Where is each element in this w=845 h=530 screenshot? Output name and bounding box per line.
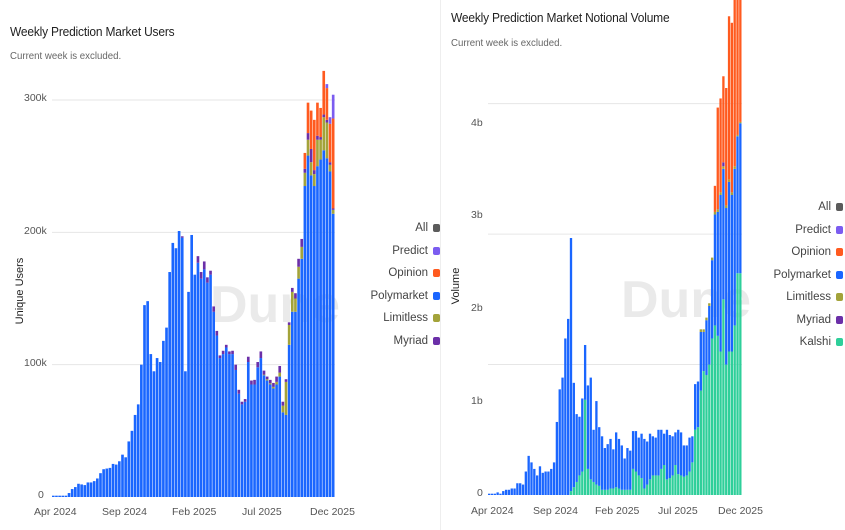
y-tick: 300k (24, 92, 47, 104)
legend-item-myriad[interactable]: Myriad (350, 330, 440, 353)
y-tick: 3b (471, 209, 483, 221)
y-tick: 2b (471, 302, 483, 314)
chart-title: Weekly Prediction Market Users (10, 24, 175, 39)
x-tick: Dec 2025 (310, 506, 355, 518)
legend-swatch (836, 248, 843, 257)
legend-swatch (433, 336, 440, 345)
legend-swatch (836, 270, 843, 279)
legend: All Predict Opinion Polymarket Limitless… (350, 217, 440, 352)
y-tick: 200k (24, 225, 47, 237)
chart-subtitle: Current week is excluded. (451, 37, 563, 49)
x-tick: Jul 2025 (242, 506, 282, 518)
y-tick: 0 (477, 487, 483, 499)
legend-item-kalshi[interactable]: Kalshi (761, 331, 843, 354)
legend-item-predict[interactable]: Predict (761, 219, 843, 242)
legend-swatch (433, 269, 440, 278)
legend-item-limitless[interactable]: Limitless (761, 286, 843, 309)
y-tick: 1b (471, 395, 483, 407)
legend-swatch (433, 314, 440, 323)
legend-swatch (433, 224, 440, 233)
y-tick: 0 (38, 489, 44, 501)
legend-swatch (836, 203, 843, 212)
x-tick: Apr 2024 (34, 506, 77, 518)
legend-item-predict[interactable]: Predict (350, 240, 440, 263)
legend-item-polymarket[interactable]: Polymarket (350, 285, 440, 308)
x-tick: Sep 2024 (533, 505, 578, 517)
chart-title: Weekly Prediction Market Notional Volume (451, 10, 670, 25)
x-tick: Sep 2024 (102, 506, 147, 518)
legend-swatch (433, 291, 440, 300)
x-tick: Feb 2025 (172, 506, 217, 518)
x-tick: Apr 2024 (471, 505, 514, 517)
users-bar-chart (52, 70, 335, 498)
legend-item-opinion[interactable]: Opinion (761, 241, 843, 264)
legend-item-limitless[interactable]: Limitless (350, 307, 440, 330)
legend-item-myriad[interactable]: Myriad (761, 309, 843, 332)
legend-item-opinion[interactable]: Opinion (350, 262, 440, 285)
y-tick: 4b (471, 117, 483, 129)
legend: All Predict Opinion Polymarket Limitless… (761, 196, 843, 354)
users-chart-panel: Weekly Prediction Market Users Current w… (10, 24, 440, 518)
legend-swatch (433, 246, 440, 255)
volume-chart-panel: Weekly Prediction Market Notional Volume… (440, 0, 845, 530)
volume-bar-chart (488, 0, 742, 495)
legend-item-polymarket[interactable]: Polymarket (761, 264, 843, 287)
legend-item-all[interactable]: All (761, 196, 843, 219)
x-tick: Feb 2025 (595, 505, 640, 517)
y-tick: 100k (24, 357, 47, 369)
legend-item-all[interactable]: All (350, 217, 440, 240)
legend-swatch (836, 338, 843, 347)
x-tick: Jul 2025 (658, 505, 698, 517)
legend-swatch (836, 225, 843, 234)
x-tick: Dec 2025 (718, 505, 763, 517)
legend-swatch (836, 315, 843, 324)
legend-swatch (836, 293, 843, 302)
chart-subtitle: Current week is excluded. (10, 50, 122, 62)
